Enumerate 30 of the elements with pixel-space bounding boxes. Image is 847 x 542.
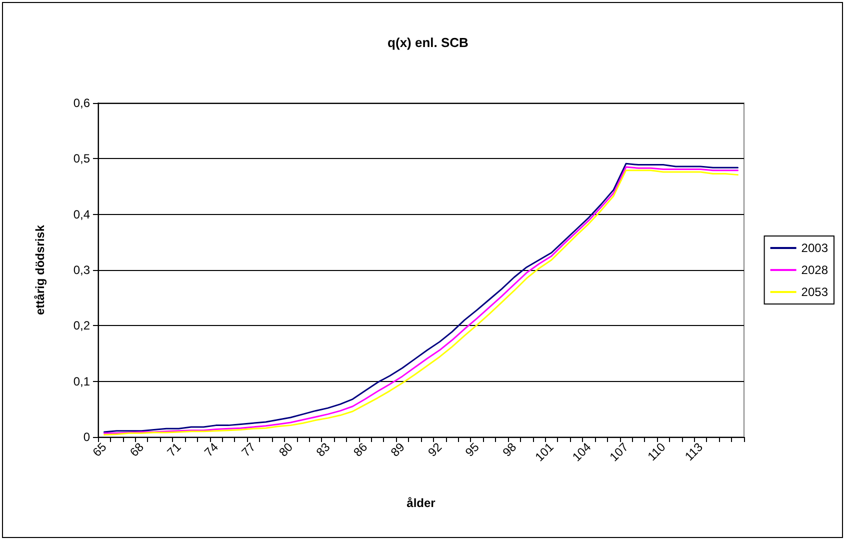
y-tick-label: 0,2 [73, 318, 90, 333]
x-tick-label: 83 [313, 440, 334, 460]
y-tick-label: 0,1 [73, 374, 90, 388]
x-tick-label: 92 [425, 440, 445, 460]
x-tick-label: 113 [682, 440, 706, 464]
y-tick-label: 0,5 [73, 152, 90, 166]
y-axis-title: ettårig dödsrisk [33, 224, 47, 316]
x-tick-label: 110 [644, 440, 668, 464]
x-tick-label: 101 [532, 440, 557, 464]
y-tick-label: 0,3 [73, 263, 90, 277]
x-axis-title: ålder [406, 496, 436, 510]
x-tick-label: 95 [462, 440, 482, 460]
legend-label: 2028 [801, 263, 828, 277]
x-tick-label: 65 [90, 440, 110, 460]
legend-label: 2003 [801, 241, 828, 255]
y-tick-label: 0,6 [73, 96, 90, 110]
x-tick-label: 74 [202, 440, 222, 460]
x-tick-label: 86 [350, 440, 370, 460]
y-tick-label: 0 [83, 430, 90, 444]
x-tick-label: 89 [388, 440, 408, 460]
x-tick-label: 107 [606, 440, 632, 464]
x-tick-label: 80 [276, 440, 296, 460]
y-tick-label: 0,4 [73, 207, 90, 222]
chart-title: q(x) enl. SCB [388, 35, 468, 50]
x-tick-label: 98 [500, 440, 520, 460]
x-tick-label: 68 [127, 440, 147, 460]
legend-label: 2053 [801, 285, 828, 299]
x-tick-label: 104 [570, 440, 594, 464]
x-tick-label: 71 [164, 440, 184, 460]
x-tick-label: 77 [238, 440, 258, 460]
